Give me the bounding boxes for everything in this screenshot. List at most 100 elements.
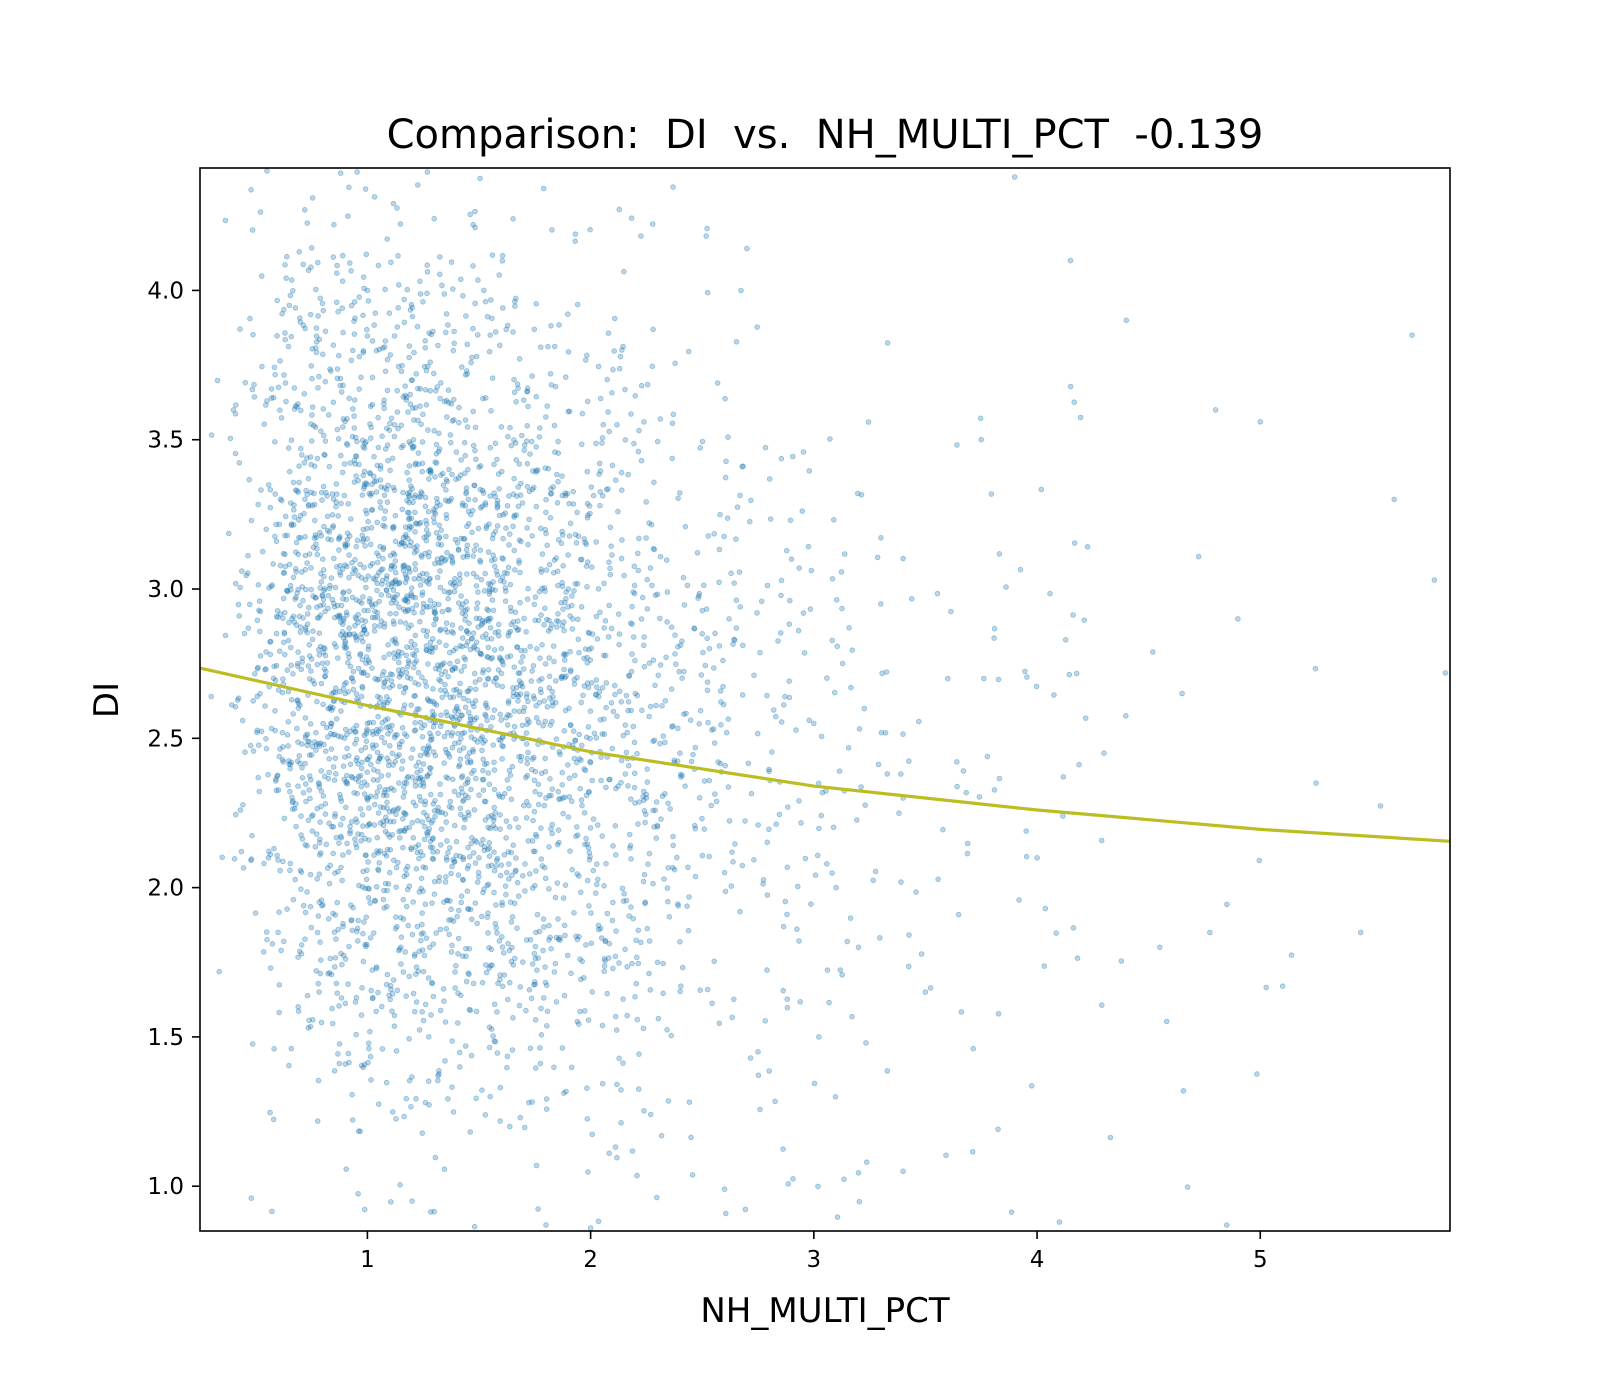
scatter-point: [543, 530, 549, 537]
scatter-point: [268, 395, 275, 401]
scatter-point: [607, 524, 614, 531]
scatter-point: [373, 742, 379, 749]
scatter-point: [601, 968, 607, 975]
scatter-point: [417, 719, 424, 726]
scatter-point: [863, 1040, 869, 1046]
scatter-point: [650, 738, 656, 745]
scatter-point: [538, 689, 544, 696]
scatter-point: [370, 719, 377, 726]
scatter-point: [582, 841, 588, 848]
scatter-point: [699, 852, 706, 859]
scatter-point: [358, 669, 365, 676]
scatter-point: [509, 872, 515, 879]
scatter-point: [616, 206, 623, 213]
scatter-point: [314, 661, 321, 668]
scatter-point: [338, 708, 344, 714]
scatter-point: [442, 746, 449, 753]
scatter-point: [680, 711, 687, 717]
scatter-point: [299, 836, 306, 842]
scatter-point: [287, 500, 294, 506]
scatter-point: [524, 691, 530, 697]
scatter-point: [386, 697, 392, 703]
scatter-point: [380, 555, 386, 562]
scatter-point: [506, 767, 513, 774]
scatter-point: [484, 717, 490, 724]
scatter-point: [369, 481, 375, 488]
scatter-point: [464, 523, 470, 530]
scatter-point: [394, 387, 401, 394]
scatter-point: [326, 755, 333, 762]
scatter-point: [340, 815, 346, 822]
scatter-point: [468, 916, 475, 923]
scatter-point: [449, 560, 456, 566]
scatter-point: [360, 349, 367, 356]
scatter-point: [359, 630, 365, 637]
scatter-point: [633, 954, 640, 961]
scatter-point: [337, 452, 344, 459]
scatter-point: [278, 497, 285, 504]
scatter-point: [547, 514, 554, 521]
scatter-point: [272, 677, 279, 684]
scatter-point: [351, 397, 358, 403]
scatter-point: [247, 315, 253, 322]
scatter-point: [456, 580, 463, 587]
scatter-point: [414, 849, 421, 856]
scatter-point: [487, 297, 494, 303]
scatter-point: [495, 471, 502, 477]
scatter-point: [365, 859, 371, 865]
scatter-point: [392, 558, 399, 564]
scatter-point: [737, 908, 743, 915]
scatter-point: [511, 955, 518, 962]
scatter-point: [634, 1016, 641, 1023]
scatter-point: [608, 543, 614, 549]
scatter-point: [547, 775, 553, 782]
scatter-point: [449, 622, 456, 628]
scatter-point: [350, 904, 356, 911]
scatter-point: [549, 227, 555, 233]
scatter-point: [585, 789, 592, 795]
scatter-point: [272, 727, 279, 734]
scatter-point: [487, 962, 494, 969]
scatter-point: [419, 609, 426, 616]
scatter-point: [320, 483, 327, 490]
scatter-point: [293, 549, 299, 555]
scatter-point: [704, 679, 711, 685]
scatter-point: [622, 771, 629, 777]
scatter-point: [1038, 486, 1045, 493]
scatter-point: [354, 938, 361, 944]
scatter-point: [307, 720, 314, 727]
scatter-point: [355, 477, 361, 484]
scatter-point: [814, 852, 821, 859]
scatter-point: [861, 705, 868, 712]
scatter-point: [833, 884, 839, 891]
scatter-point: [602, 938, 609, 945]
scatter-point: [378, 734, 385, 741]
scatter-point: [376, 598, 382, 605]
scatter-point: [389, 991, 396, 997]
scatter-point: [537, 791, 543, 798]
scatter-point: [505, 700, 512, 706]
scatter-point: [308, 363, 315, 369]
scatter-point: [371, 822, 378, 828]
scatter-point: [649, 582, 655, 589]
scatter-point: [425, 743, 432, 749]
scatter-point: [328, 575, 335, 581]
scatter-point: [344, 780, 351, 787]
scatter-point: [267, 638, 274, 645]
scatter-point: [285, 718, 292, 725]
scatter-point: [370, 575, 377, 582]
scatter-point: [612, 477, 619, 484]
scatter-point: [532, 768, 539, 775]
scatter-point: [452, 583, 459, 590]
scatter-point: [501, 851, 508, 858]
scatter-point: [471, 482, 478, 489]
scatter-point: [367, 435, 374, 442]
scatter-point: [386, 758, 392, 765]
scatter-point: [1184, 1184, 1191, 1190]
scatter-point: [385, 881, 392, 887]
scatter-point: [382, 446, 389, 452]
scatter-point: [561, 657, 568, 663]
scatter-point: [646, 850, 653, 857]
scatter-point: [406, 883, 413, 889]
scatter-point: [533, 467, 539, 474]
